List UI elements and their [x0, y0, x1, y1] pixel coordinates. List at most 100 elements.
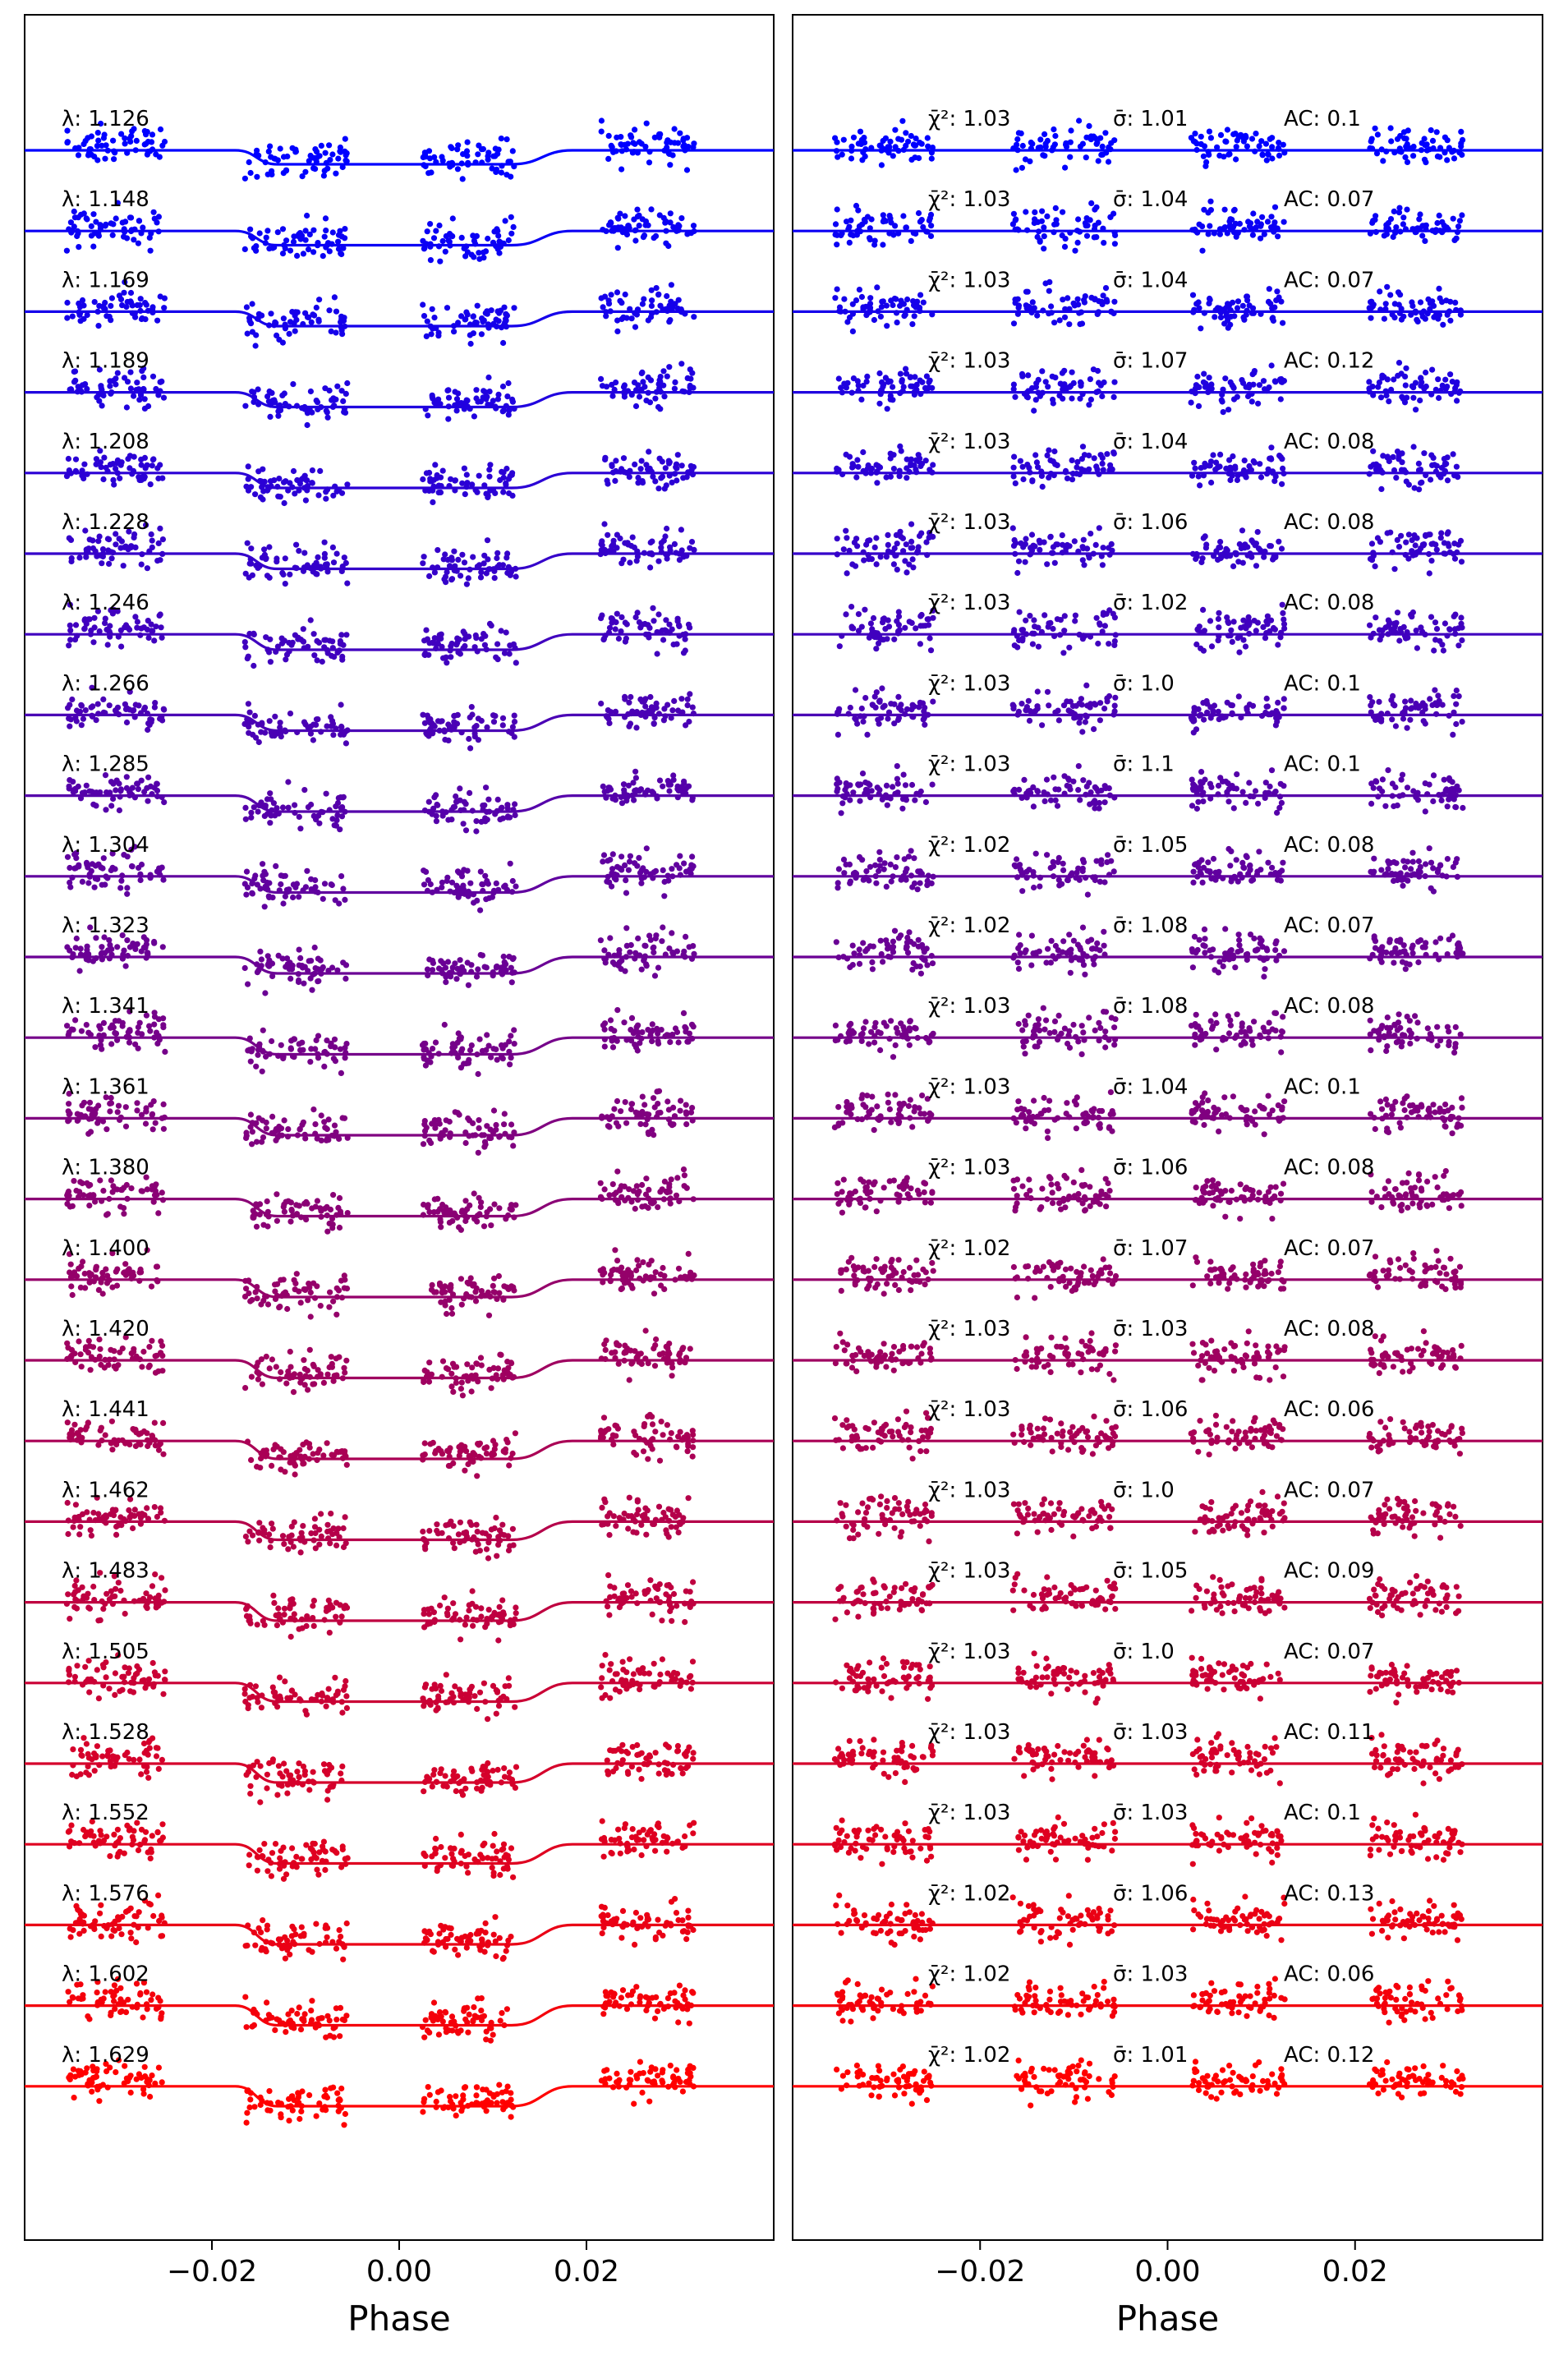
data-point: [428, 331, 435, 338]
data-point: [601, 1496, 608, 1502]
data-point: [493, 654, 499, 660]
data-point: [430, 1609, 438, 1616]
data-point: [301, 787, 308, 794]
data-point: [343, 1540, 349, 1547]
data-point: [111, 156, 117, 163]
data-point: [108, 1588, 114, 1594]
data-point: [329, 544, 336, 551]
data-point: [342, 409, 349, 416]
data-point: [503, 315, 509, 322]
data-point: [478, 1288, 485, 1295]
data-point: [327, 1289, 333, 1295]
series-row: λ: 1.126: [25, 107, 774, 182]
data-point: [251, 398, 257, 405]
data-point: [122, 963, 129, 969]
data-point: [498, 136, 504, 142]
data-point: [282, 1469, 288, 1475]
data-point: [609, 851, 616, 858]
data-point: [475, 1070, 481, 1078]
data-point: [131, 237, 137, 243]
data-point: [261, 904, 268, 910]
data-point: [427, 221, 434, 228]
data-point: [614, 1097, 621, 1105]
data-point: [258, 1704, 264, 1711]
data-point: [139, 1031, 145, 1037]
data-point: [263, 1447, 269, 1454]
data-point: [77, 318, 84, 324]
data-point: [636, 1188, 642, 1195]
data-point: [86, 1689, 93, 1695]
data-point: [681, 1183, 687, 1189]
data-point: [627, 949, 633, 955]
data-point: [263, 234, 269, 241]
data-point: [302, 721, 309, 728]
data-point: [462, 316, 469, 323]
data-point: [75, 783, 81, 790]
data-point: [322, 215, 329, 222]
data-point: [159, 142, 166, 149]
data-point: [109, 1189, 116, 1195]
data-point: [319, 965, 325, 972]
data-point: [656, 377, 663, 384]
data-point: [277, 1770, 283, 1777]
data-point: [255, 808, 261, 815]
data-point: [334, 383, 341, 389]
data-point: [669, 866, 675, 872]
data-point: [99, 881, 105, 888]
data-point: [333, 1311, 340, 1318]
data-point: [469, 711, 476, 718]
data-point: [657, 302, 664, 309]
data-point: [619, 1658, 626, 1665]
data-point: [130, 1525, 136, 1532]
data-point: [464, 311, 471, 318]
data-point: [461, 465, 468, 472]
data-point: [139, 1188, 145, 1194]
data-point: [614, 1007, 621, 1014]
data-point: [154, 465, 161, 472]
data-point: [612, 797, 619, 803]
data-point: [136, 1756, 143, 1763]
data-point: [453, 976, 460, 982]
data-point: [275, 952, 282, 959]
data-point: [420, 476, 426, 483]
data-point: [481, 388, 487, 394]
data-point: [643, 462, 650, 468]
data-point: [273, 320, 279, 326]
data-point: [71, 368, 79, 375]
data-point: [454, 166, 462, 173]
data-point: [492, 490, 499, 497]
data-point: [483, 570, 490, 577]
data-point: [426, 1528, 433, 1534]
data-point: [632, 950, 639, 956]
data-point: [454, 635, 461, 642]
data-point: [151, 1669, 158, 1676]
data-point: [324, 414, 331, 421]
data-point: [633, 311, 641, 318]
data-point: [300, 1523, 306, 1530]
data-point: [252, 491, 259, 498]
data-point: [284, 1305, 291, 1313]
data-point: [121, 1211, 127, 1217]
data-point: [280, 1055, 287, 1062]
data-point: [113, 1441, 120, 1448]
data-point: [493, 964, 500, 971]
data-point: [667, 162, 674, 168]
data-point: [344, 481, 351, 488]
data-point: [464, 1361, 471, 1368]
data-point: [501, 1121, 508, 1128]
data-point: [160, 1451, 167, 1457]
data-point: [605, 531, 611, 538]
data-point: [83, 782, 90, 789]
data-point: [67, 622, 73, 628]
data-point: [470, 554, 476, 560]
data-point: [93, 1752, 99, 1760]
data-point: [620, 1667, 627, 1673]
data-point: [267, 143, 274, 150]
data-point: [660, 867, 666, 873]
data-point: [262, 729, 269, 736]
data-point: [605, 132, 612, 139]
data-point: [307, 975, 314, 982]
data-point: [462, 642, 468, 650]
data-point: [81, 461, 88, 467]
